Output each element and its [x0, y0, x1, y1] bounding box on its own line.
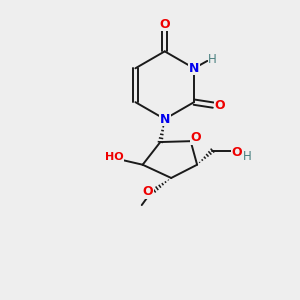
Text: HO: HO [105, 152, 123, 162]
Text: H: H [242, 150, 251, 163]
Text: O: O [142, 185, 153, 198]
Text: N: N [160, 112, 170, 126]
Text: N: N [189, 62, 199, 75]
Text: O: O [159, 18, 170, 31]
Text: O: O [190, 131, 201, 144]
Text: O: O [214, 99, 225, 112]
Text: O: O [232, 146, 242, 159]
Text: H: H [208, 53, 217, 66]
